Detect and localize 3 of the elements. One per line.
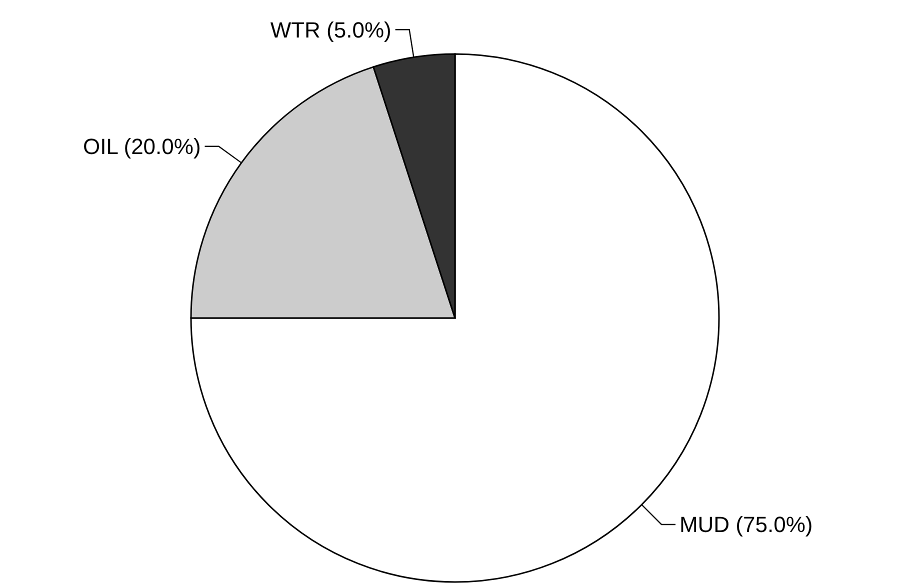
slice-label: MUD (75.0%) xyxy=(679,512,813,538)
slice-label: WTR (5.0%) xyxy=(270,17,392,42)
slice-label: OIL (20.0%) xyxy=(82,134,201,160)
